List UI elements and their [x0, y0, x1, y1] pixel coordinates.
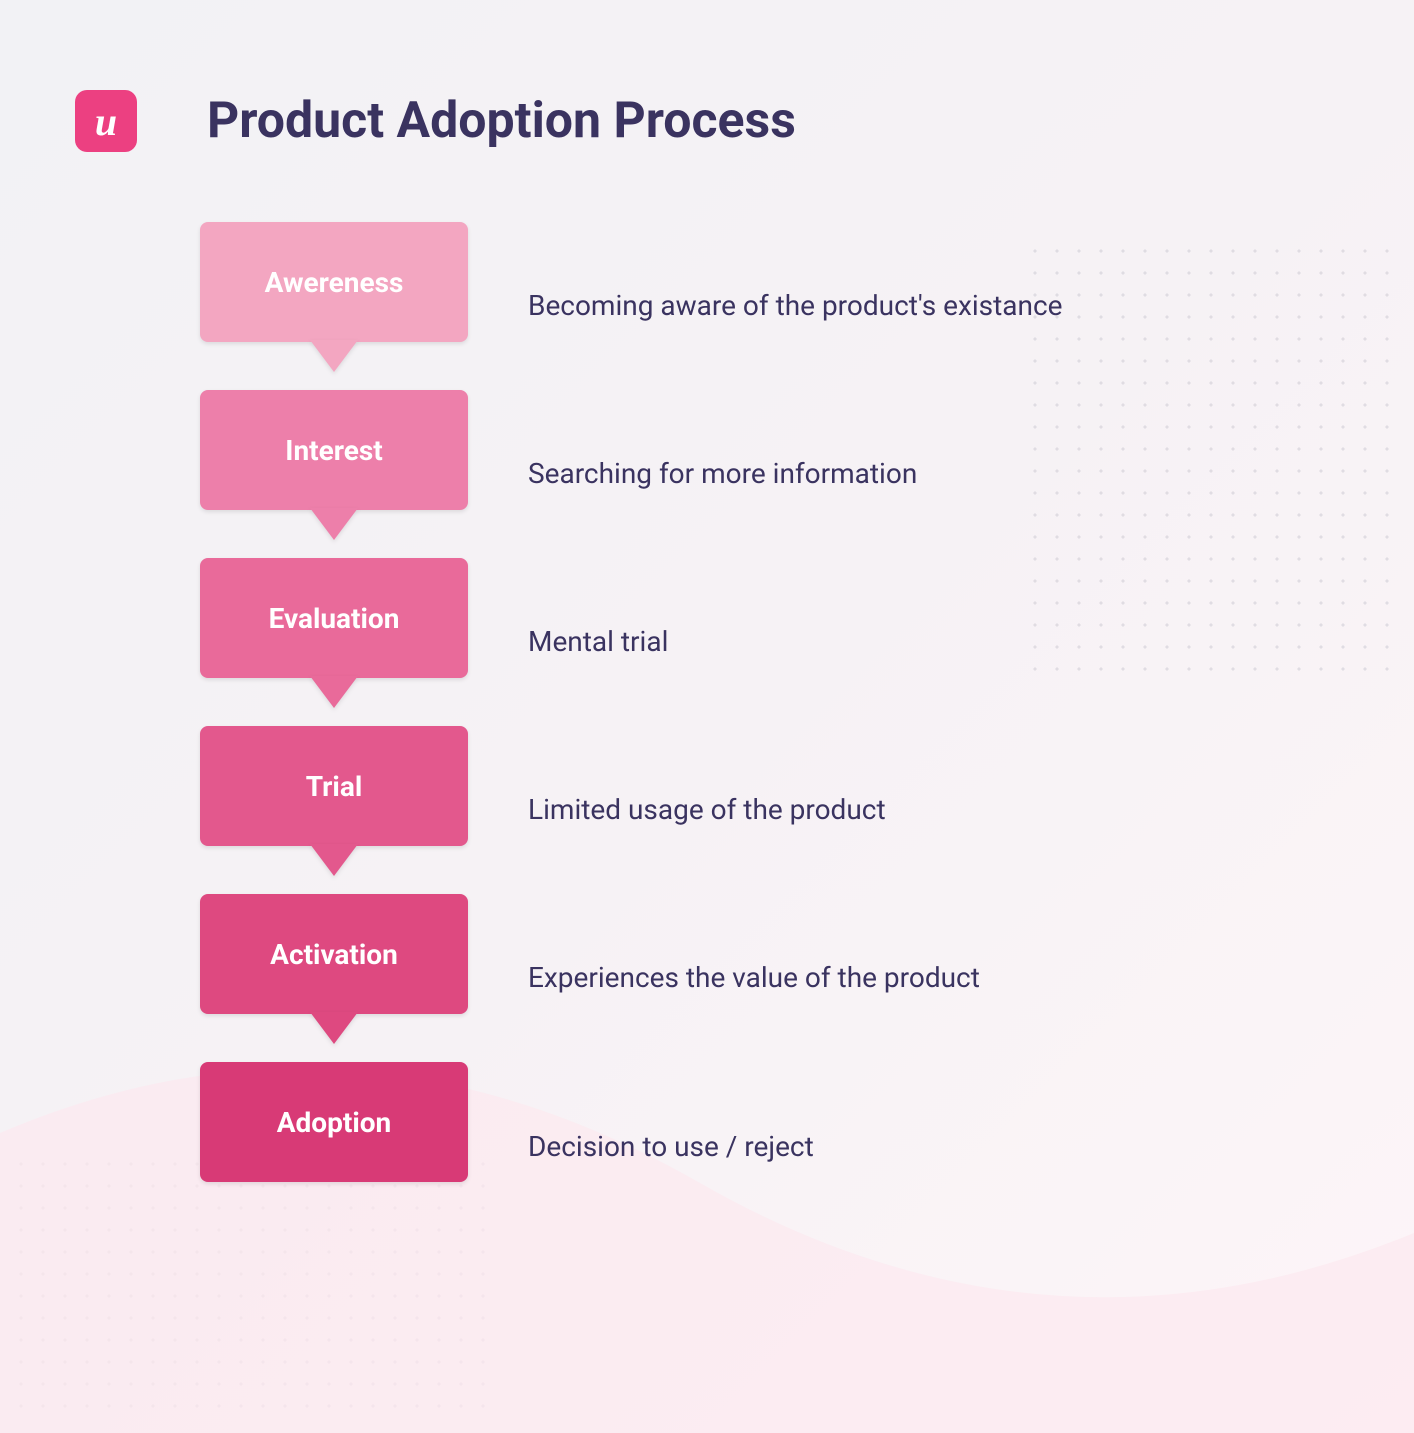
stage-description: Experiences the value of the product — [528, 957, 980, 999]
stage-box: Activation — [200, 894, 468, 1014]
stage-description: Becoming aware of the product's existanc… — [528, 285, 1062, 327]
stage-box: Adoption — [200, 1062, 468, 1182]
stage-description: Decision to use / reject — [528, 1126, 814, 1168]
logo-icon: u — [75, 90, 137, 152]
flow-row: Activation Experiences the value of the p… — [200, 894, 1414, 1062]
chevron-down-icon — [310, 340, 358, 372]
stage-box-wrapper: Trial — [200, 726, 468, 894]
stage-description: Limited usage of the product — [528, 789, 886, 831]
header: u Product Adoption Process — [0, 0, 1414, 152]
stage-box-wrapper: Awereness — [200, 222, 468, 390]
stage-box: Interest — [200, 390, 468, 510]
stage-box: Awereness — [200, 222, 468, 342]
stage-box: Evaluation — [200, 558, 468, 678]
flow-row: Trial Limited usage of the product — [200, 726, 1414, 894]
stage-box-wrapper: Adoption — [200, 1062, 468, 1232]
chevron-down-icon — [310, 676, 358, 708]
chevron-down-icon — [310, 1012, 358, 1044]
page-title: Product Adoption Process — [207, 92, 796, 150]
stage-box-wrapper: Interest — [200, 390, 468, 558]
chevron-down-icon — [310, 844, 358, 876]
flow-row: Adoption Decision to use / reject — [200, 1062, 1414, 1232]
stage-box: Trial — [200, 726, 468, 846]
flow-row: Interest Searching for more information — [200, 390, 1414, 558]
stage-description: Mental trial — [528, 621, 668, 663]
stage-description: Searching for more information — [528, 453, 917, 495]
stage-box-wrapper: Activation — [200, 894, 468, 1062]
chevron-down-icon — [310, 508, 358, 540]
flow-row: Evaluation Mental trial — [200, 558, 1414, 726]
flow-diagram: Awereness Becoming aware of the product's… — [0, 152, 1414, 1232]
stage-box-wrapper: Evaluation — [200, 558, 468, 726]
flow-row: Awereness Becoming aware of the product's… — [200, 222, 1414, 390]
